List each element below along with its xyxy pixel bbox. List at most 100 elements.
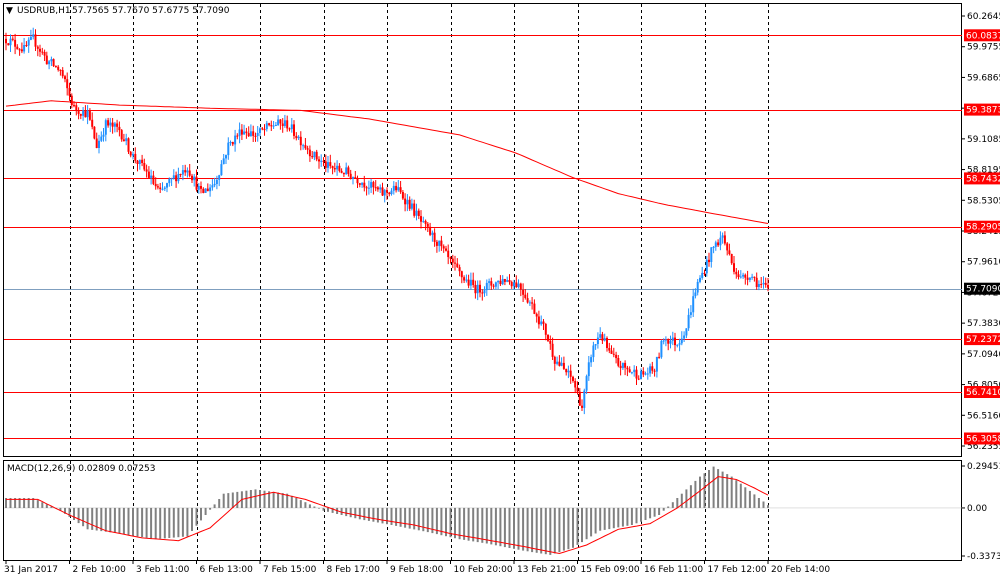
macd-bar [757,498,760,508]
candle-body [642,371,645,375]
candle-body [150,175,153,178]
candle-body [367,187,370,189]
candle-body [220,164,223,176]
candle-body [513,282,515,287]
macd-bar [417,507,420,531]
candle-body [202,188,205,193]
candle-body [125,138,128,142]
macd-bar [177,507,180,538]
candle-body [621,362,624,369]
candle-body [635,369,638,379]
candle-body [585,376,588,391]
macd-bar [68,507,71,517]
candle-body [429,226,432,235]
candle-body [572,376,574,381]
candle-body [601,334,604,341]
candle-body [132,153,134,156]
candle-body [215,179,218,184]
candle-body [352,177,354,179]
candle-body [311,156,314,158]
macd-bar [513,507,515,549]
candle-body [177,174,180,182]
macd-bar [299,500,302,508]
macd-bar [64,507,66,514]
macd-bar [259,490,261,508]
candle-body [290,124,293,130]
candle-body [347,167,350,174]
macd-bar [236,491,239,508]
macd-bar [23,498,26,508]
candle-body [218,175,221,180]
candle-body [27,39,30,46]
candle-body [583,390,586,408]
macd-bar [113,507,116,533]
candle-body [689,312,692,315]
macd-bar [549,507,552,555]
macd-bar [14,498,17,508]
macd-bar [9,498,12,508]
macd-bar [200,507,202,521]
candle-body [519,283,522,290]
candle-body [717,242,720,246]
candle-body [209,187,212,192]
candle-body [45,55,48,65]
macd-bar [644,507,647,520]
macd-bar [572,507,574,548]
candle-body [515,282,518,287]
candle-body [674,337,676,346]
candle-body [757,284,760,287]
candle-body [59,69,62,71]
macd-bar [667,506,670,508]
macd-bar [372,507,375,522]
candle-body [388,192,391,195]
candle-body [553,356,556,364]
macd-bar [503,507,506,548]
macd-bar [608,507,611,530]
macd-bar [163,507,166,539]
candle-body [265,123,268,130]
macd-bar [399,507,402,527]
macd-bar [499,507,502,547]
candle-body [637,378,640,380]
candle-body [274,125,277,126]
candle-body [9,38,12,46]
candle-body [751,276,754,278]
macd-bar [594,507,597,534]
candle-body [474,285,477,294]
candle-body [755,277,758,287]
macd-bar [349,507,352,518]
candle-body [340,170,343,173]
candle-body [163,187,166,189]
candle-body [29,36,32,40]
candle-body [714,242,717,247]
price-tick-label: 56.8050 [967,381,1000,391]
candle-body [272,125,275,127]
candle-body [476,284,479,294]
candle-body [147,171,150,178]
candle-body [435,241,438,246]
candle-body [349,173,352,179]
candle-body [431,232,434,235]
macd-bar [585,507,588,540]
candle-body [156,186,159,188]
candle-body [11,38,14,40]
collapse-icon[interactable]: ▼ [6,6,13,16]
level-label-box [964,103,1000,116]
candle-body [567,370,570,373]
macd-bar [431,507,434,534]
macd-bar [268,491,271,508]
candle-body [293,124,295,136]
candle-body [170,178,173,180]
candle-body [660,340,663,358]
candle-body [465,279,468,281]
candle-body [410,203,413,209]
candle-body [664,339,667,341]
candle-body [494,282,497,287]
candle-body [184,170,187,173]
level-label-box [964,220,1000,233]
candle-body [479,284,481,293]
current-price-box [964,282,1000,295]
moving-average [5,100,769,224]
